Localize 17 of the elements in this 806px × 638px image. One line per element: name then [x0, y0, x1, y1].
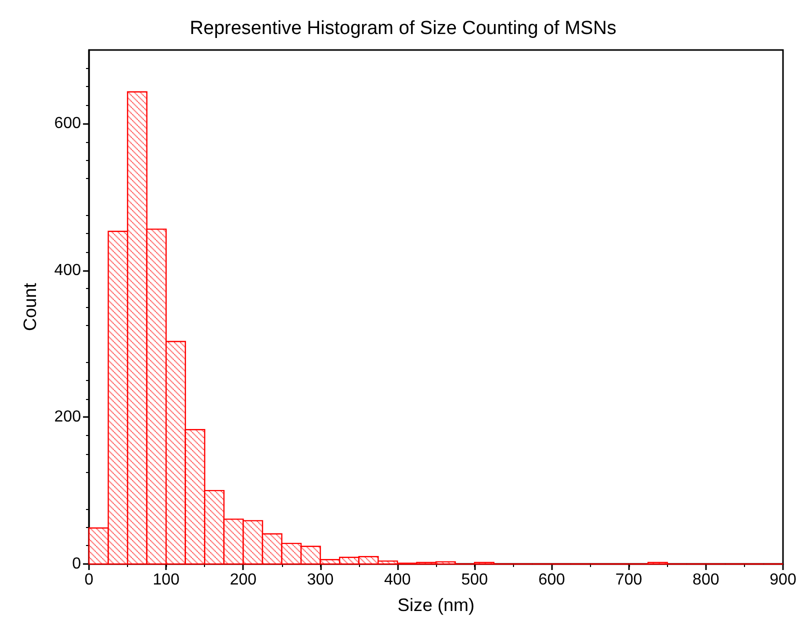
- y-tick-label: 600: [54, 114, 82, 132]
- x-tick-label: 100: [152, 572, 180, 588]
- x-tick-label: 400: [384, 572, 411, 588]
- y-tick-label: 400: [54, 262, 82, 279]
- x-tick-label: 200: [230, 572, 257, 588]
- x-tick-label: 900: [770, 572, 796, 588]
- y-axis-title: Count: [20, 282, 40, 332]
- x-axis-title: Size (nm): [397, 595, 475, 615]
- x-tick-label: 800: [692, 572, 720, 588]
- x-tick-label: 700: [615, 572, 642, 588]
- x-tick-label: 600: [538, 572, 566, 588]
- x-tick-label: 500: [461, 572, 488, 588]
- chart-title: Representive Histogram of Size Counting of MSNs: [190, 18, 616, 39]
- x-tick-label: 300: [306, 572, 334, 588]
- x-tick-label: 0: [84, 572, 94, 588]
- y-tick-label: 0: [72, 556, 82, 572]
- y-tick-label: 200: [54, 408, 82, 426]
